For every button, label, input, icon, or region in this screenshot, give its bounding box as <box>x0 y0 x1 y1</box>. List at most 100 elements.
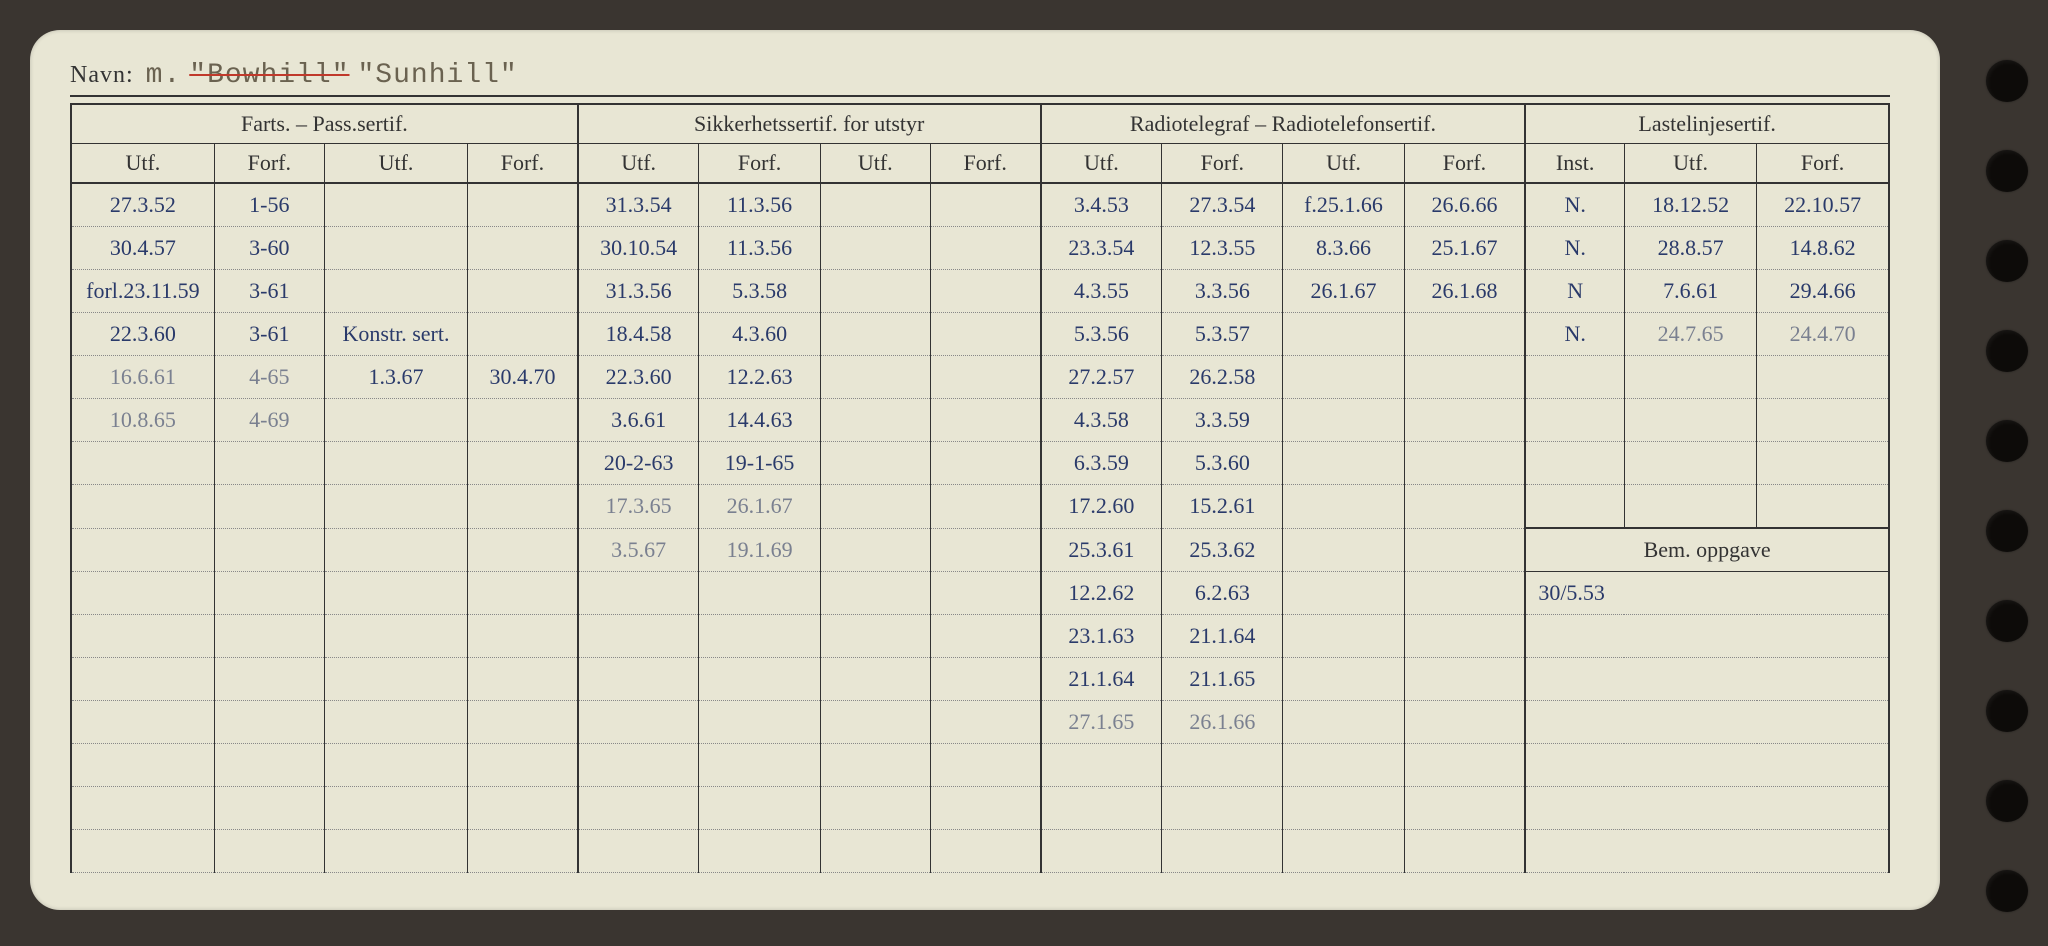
table-cell <box>324 787 467 830</box>
table-cell: 3-60 <box>214 227 324 270</box>
table-cell <box>1525 442 1624 485</box>
table-cell <box>578 615 699 658</box>
table-cell <box>699 615 820 658</box>
table-cell: N <box>1525 270 1624 313</box>
table-cell <box>71 744 214 787</box>
table-cell <box>820 183 930 227</box>
table-row: 30.4.573-6030.10.5411.3.5623.3.5412.3.55… <box>71 227 1889 270</box>
table-cell: 27.2.57 <box>1041 356 1162 399</box>
table-cell <box>1525 399 1624 442</box>
table-cell <box>1283 356 1404 399</box>
table-cell <box>1757 442 1889 485</box>
table-cell <box>820 442 930 485</box>
table-cell: N. <box>1525 313 1624 356</box>
table-cell <box>578 787 699 830</box>
table-cell <box>1283 442 1404 485</box>
table-cell: 26.6.66 <box>1404 183 1525 227</box>
table-cell: 4-69 <box>214 399 324 442</box>
bem-cell <box>1525 658 1889 701</box>
name-struck: "Bowhill" <box>189 60 349 91</box>
table-cell: 21.1.64 <box>1162 615 1283 658</box>
table-cell: 22.3.60 <box>578 356 699 399</box>
certificate-table: Farts. – Pass.sertif. Sikkerhetssertif. … <box>70 103 1890 873</box>
table-row: 21.1.6421.1.65 <box>71 658 1889 701</box>
column-header: Forf. <box>468 144 578 184</box>
table-cell <box>214 485 324 529</box>
table-cell: 12.2.63 <box>699 356 820 399</box>
table-cell <box>578 744 699 787</box>
table-cell <box>820 313 930 356</box>
table-cell: 3.3.59 <box>1162 399 1283 442</box>
table-cell: 4.3.55 <box>1041 270 1162 313</box>
table-cell <box>1404 572 1525 615</box>
table-cell <box>1624 399 1756 442</box>
table-cell: 14.8.62 <box>1757 227 1889 270</box>
name-row: Navn: m. "Bowhill" "Sunhill" <box>70 60 1890 97</box>
table-cell: 3-61 <box>214 313 324 356</box>
table-cell: 26.1.67 <box>699 485 820 529</box>
table-cell <box>1757 485 1889 529</box>
table-cell <box>1283 830 1404 873</box>
table-cell: 3-61 <box>214 270 324 313</box>
table-cell <box>214 744 324 787</box>
table-cell <box>324 658 467 701</box>
table-cell <box>1162 744 1283 787</box>
table-cell: 4.3.60 <box>699 313 820 356</box>
binder-hole <box>1986 420 2028 462</box>
table-cell: 22.3.60 <box>71 313 214 356</box>
table-cell <box>1041 830 1162 873</box>
table-cell <box>820 227 930 270</box>
table-cell <box>1624 485 1756 529</box>
table-cell <box>324 744 467 787</box>
table-cell <box>578 830 699 873</box>
table-cell: 21.1.65 <box>1162 658 1283 701</box>
table-cell: 27.3.52 <box>71 183 214 227</box>
table-cell <box>1404 485 1525 529</box>
table-cell: 18.4.58 <box>578 313 699 356</box>
table-cell <box>1404 701 1525 744</box>
table-cell <box>324 615 467 658</box>
table-cell <box>930 227 1040 270</box>
table-cell <box>930 442 1040 485</box>
table-cell: 21.1.64 <box>1041 658 1162 701</box>
table-cell <box>930 183 1040 227</box>
table-cell <box>930 399 1040 442</box>
table-cell <box>324 270 467 313</box>
table-cell <box>1041 744 1162 787</box>
table-row: 10.8.654-693.6.6114.4.634.3.583.3.59 <box>71 399 1889 442</box>
binder-hole <box>1986 600 2028 642</box>
table-cell: 24.7.65 <box>1624 313 1756 356</box>
table-cell: 12.2.62 <box>1041 572 1162 615</box>
bem-cell <box>1525 744 1889 787</box>
table-cell <box>1624 356 1756 399</box>
table-row: 27.1.6526.1.66 <box>71 701 1889 744</box>
column-header: Forf. <box>1757 144 1889 184</box>
table-cell: 30.4.57 <box>71 227 214 270</box>
table-cell: 19.1.69 <box>699 528 820 572</box>
table-cell: 26.1.67 <box>1283 270 1404 313</box>
table-cell <box>1404 787 1525 830</box>
table-cell <box>468 442 578 485</box>
table-cell <box>214 830 324 873</box>
table-row: 12.2.626.2.6330/5.53 <box>71 572 1889 615</box>
table-cell <box>71 572 214 615</box>
table-cell <box>1283 701 1404 744</box>
table-cell <box>468 399 578 442</box>
table-cell: 25.3.62 <box>1162 528 1283 572</box>
table-cell: 3.6.61 <box>578 399 699 442</box>
table-cell: 16.6.61 <box>71 356 214 399</box>
table-cell <box>930 356 1040 399</box>
table-cell <box>820 830 930 873</box>
table-row: 3.5.6719.1.6925.3.6125.3.62Bem. oppgave <box>71 528 1889 572</box>
table-cell: 17.2.60 <box>1041 485 1162 529</box>
table-cell: 6.3.59 <box>1041 442 1162 485</box>
column-header: Forf. <box>1162 144 1283 184</box>
table-cell <box>820 701 930 744</box>
table-cell <box>820 485 930 529</box>
table-cell <box>1404 744 1525 787</box>
column-header: Inst. <box>1525 144 1624 184</box>
record-card: Navn: m. "Bowhill" "Sunhill" Farts. – Pa… <box>30 30 1940 910</box>
table-cell <box>1525 485 1624 529</box>
binder-hole <box>1986 60 2028 102</box>
table-cell <box>820 356 930 399</box>
